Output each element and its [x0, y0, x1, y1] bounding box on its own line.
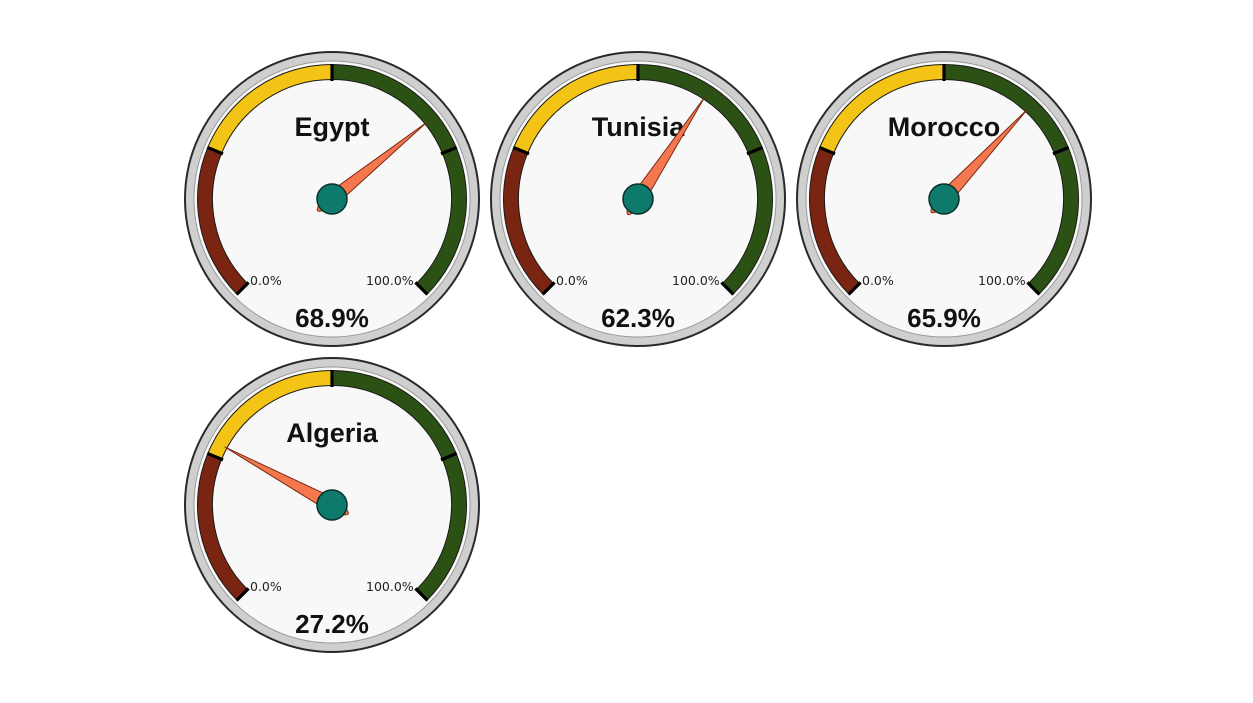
needle-hub	[622, 183, 654, 215]
tick-mark	[235, 281, 250, 296]
tick-mark	[440, 145, 458, 156]
gauge-title: Morocco	[888, 112, 1001, 142]
tick-mark	[720, 281, 735, 296]
band-low	[810, 147, 860, 294]
tick-mark	[541, 281, 556, 296]
scale-max-label: 100.0%	[366, 273, 414, 288]
scale-max-label: 100.0%	[978, 273, 1026, 288]
tick-mark	[235, 587, 250, 602]
gauge-algeria: 0.0% 100.0% Algeria 27.2%	[184, 357, 480, 653]
scale-min-label: 0.0%	[250, 579, 282, 594]
band-low	[198, 147, 248, 294]
tick-mark	[414, 281, 429, 296]
tick-mark	[818, 145, 836, 156]
gauge-value: 27.2%	[295, 609, 369, 639]
tick-mark	[847, 281, 862, 296]
needle-hub	[316, 489, 348, 521]
scale-min-label: 0.0%	[556, 273, 588, 288]
gauge-title: Algeria	[286, 418, 379, 448]
scale-min-label: 0.0%	[862, 273, 894, 288]
gauge-tunisia: 0.0% 100.0% Tunisia 62.3%	[490, 51, 786, 347]
gauge-title: Egypt	[294, 112, 369, 142]
scale-max-label: 100.0%	[672, 273, 720, 288]
tick-mark	[206, 451, 224, 462]
tick-mark	[414, 587, 429, 602]
gauge-egypt: 0.0% 100.0% Egypt 68.9%	[184, 51, 480, 347]
needle-hub	[928, 183, 960, 215]
gauge-morocco: 0.0% 100.0% Morocco 65.9%	[796, 51, 1092, 347]
band-low	[504, 147, 554, 294]
band-mid	[514, 65, 639, 154]
band-mid	[208, 371, 333, 460]
tick-mark	[1052, 145, 1070, 156]
gauge-title: Tunisia	[592, 112, 685, 142]
band-low	[198, 453, 248, 600]
tick-mark	[512, 145, 530, 156]
tick-mark	[206, 145, 224, 156]
gauge-value: 62.3%	[601, 303, 675, 333]
band-mid	[820, 65, 945, 154]
needle-hub	[316, 183, 348, 215]
gauge-value: 68.9%	[295, 303, 369, 333]
band-mid	[208, 65, 333, 154]
tick-mark	[1026, 281, 1041, 296]
scale-min-label: 0.0%	[250, 273, 282, 288]
tick-mark	[440, 451, 458, 462]
gauge-value: 65.9%	[907, 303, 981, 333]
tick-mark	[746, 145, 764, 156]
scale-max-label: 100.0%	[366, 579, 414, 594]
